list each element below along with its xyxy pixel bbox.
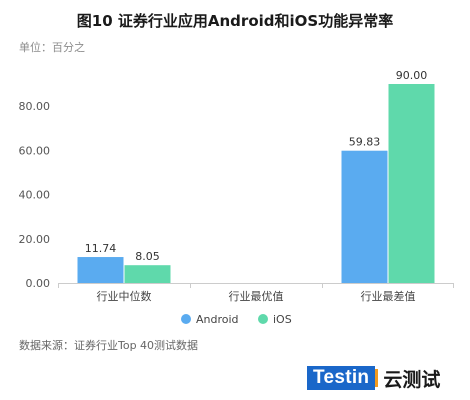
data-source: 数据来源：证券行业Top 40测试数据	[19, 339, 199, 352]
brand-name: 云测试	[383, 368, 441, 391]
legend-marker-android	[181, 314, 191, 324]
legend-label-android: Android	[196, 313, 239, 326]
x-tick-label: 行业中位数	[97, 289, 152, 303]
brand-logo: Testin 云测试	[307, 365, 440, 391]
data-label: 11.74	[85, 242, 117, 255]
bar-android	[341, 150, 388, 283]
y-tick-label: 80.00	[19, 100, 51, 113]
legend-marker-ios	[258, 314, 268, 324]
bar-android	[77, 257, 124, 283]
bar-ios	[388, 84, 435, 283]
data-label: 59.83	[349, 136, 381, 149]
unit-label: 单位：百分之	[19, 41, 85, 54]
x-tick-label: 行业最优值	[229, 290, 284, 303]
legend-label-ios: iOS	[273, 313, 292, 326]
y-tick-label: 40.00	[19, 189, 51, 202]
bar-ios	[124, 265, 171, 283]
y-tick-label: 0.00	[26, 277, 51, 290]
chart-title: 图10 证券行业应用Android和iOS功能异常率	[76, 12, 394, 30]
data-label: 8.05	[135, 250, 160, 263]
y-tick-label: 60.00	[19, 144, 51, 157]
data-label: 90.00	[396, 69, 428, 82]
x-tick-label: 行业最差值	[361, 289, 416, 303]
bar-chart: 0.00 20.00 40.00 60.00 80.00 行业中位数 11.74 8.05 行业…	[19, 69, 454, 326]
testin-logo: Testin	[307, 366, 379, 390]
y-tick-label: 20.00	[19, 233, 51, 246]
